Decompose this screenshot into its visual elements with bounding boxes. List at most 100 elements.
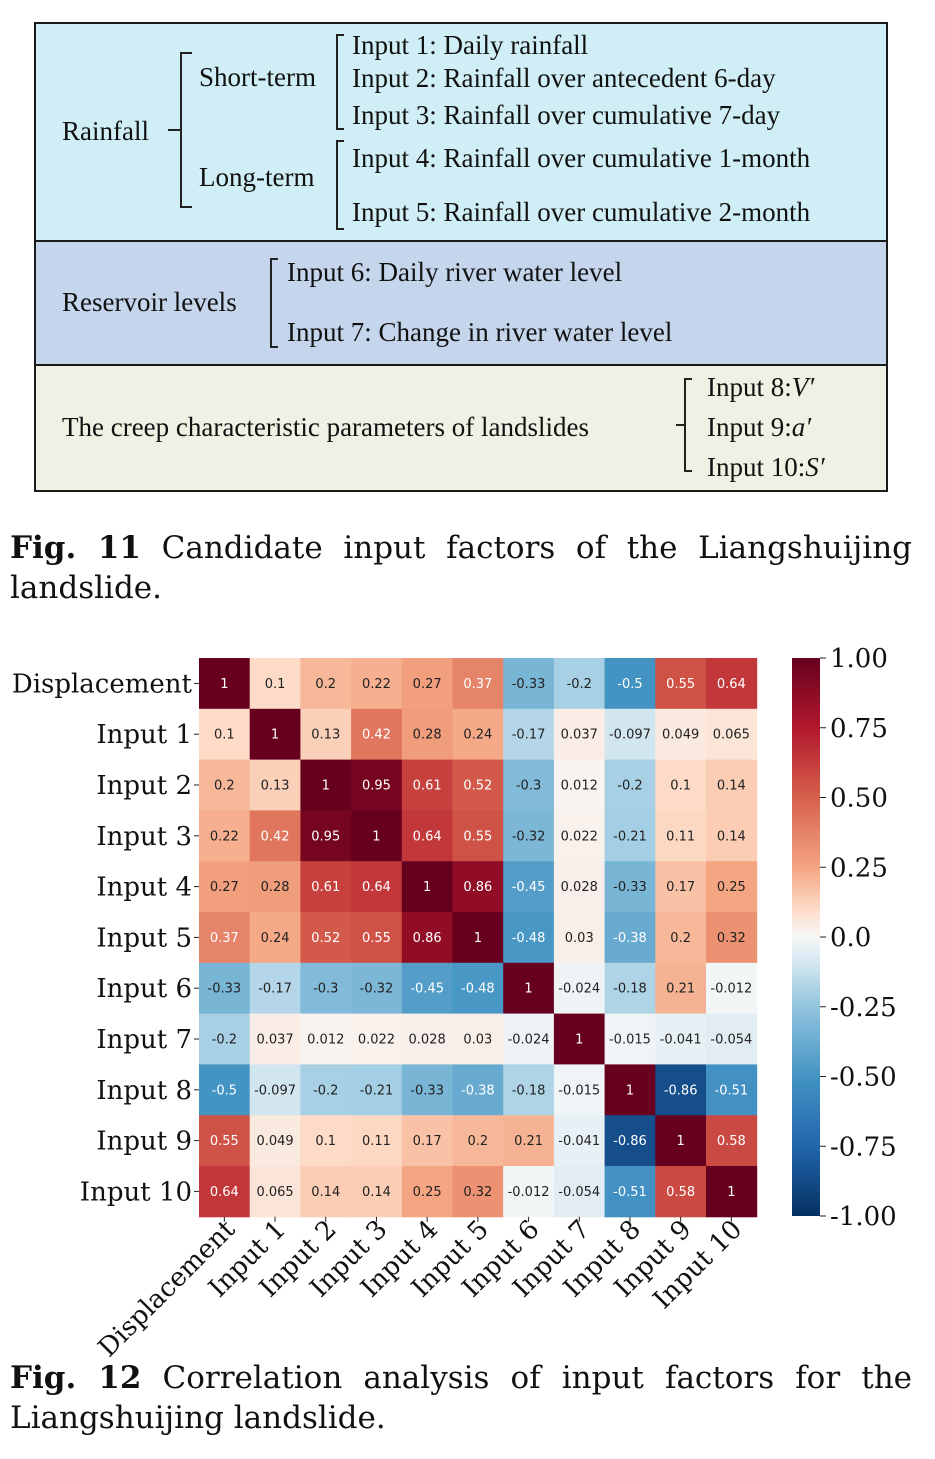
heatmap-cell bbox=[351, 1013, 403, 1065]
heatmap-cell-label: -0.17 bbox=[512, 728, 546, 743]
heatmap-cell-label: 0.17 bbox=[666, 880, 695, 895]
y-axis-label: Input 6 bbox=[96, 974, 192, 1004]
heatmap-cell-label: 0.037 bbox=[561, 728, 598, 743]
heatmap-cell-label: -0.041 bbox=[660, 1033, 702, 1048]
heatmap-cell-label: -0.012 bbox=[508, 1185, 550, 1200]
heatmap-cell bbox=[300, 810, 352, 862]
heatmap-cell-label: -0.097 bbox=[609, 728, 651, 743]
heatmap-cell bbox=[249, 708, 301, 761]
heatmap-cell-label: -0.024 bbox=[508, 1033, 550, 1048]
creep-label: The creep characteristic parameters of l… bbox=[62, 412, 589, 442]
heatmap-cell-label: 1 bbox=[271, 728, 279, 743]
heatmap-cell bbox=[401, 1013, 453, 1065]
heatmap-cell bbox=[401, 1115, 453, 1167]
heatmap-cell bbox=[655, 1013, 707, 1065]
heatmap-cell bbox=[452, 1115, 504, 1167]
heatmap-cell-label: 1 bbox=[727, 1185, 735, 1200]
heatmap-cell bbox=[300, 708, 352, 761]
figure-11-caption-label: Fig. 11 bbox=[10, 530, 141, 566]
heatmap-cell-label: 0.52 bbox=[311, 931, 340, 946]
heatmap-cell-label: -0.3 bbox=[313, 982, 338, 997]
y-axis-label: Input 2 bbox=[96, 771, 192, 801]
heatmap-cell bbox=[199, 658, 251, 710]
heatmap-cell bbox=[604, 708, 656, 761]
input-9-text: Input 9:a′ bbox=[707, 412, 812, 442]
heatmap-cell bbox=[199, 1115, 251, 1167]
heatmap-cell bbox=[249, 759, 301, 811]
heatmap-cell-label: 0.55 bbox=[666, 677, 695, 692]
heatmap-cell bbox=[351, 962, 403, 1015]
heatmap-cell bbox=[401, 1166, 453, 1218]
input-5-text: Input 5: Rainfall over cumulative 2-mont… bbox=[352, 197, 811, 227]
heatmap-cell bbox=[655, 810, 707, 862]
heatmap-cell-label: 0.86 bbox=[413, 931, 442, 946]
heatmap-cell bbox=[655, 1064, 707, 1116]
creep-brace bbox=[684, 378, 686, 472]
heatmap-cell bbox=[604, 861, 656, 913]
heatmap-cell-label: 1 bbox=[626, 1083, 634, 1098]
heatmap-cell-label: 0.1 bbox=[214, 728, 235, 743]
heatmap-cell-label: 0.21 bbox=[514, 1134, 543, 1149]
heatmap-cell bbox=[351, 1064, 403, 1116]
long-term-label: Long-term bbox=[199, 162, 315, 192]
heatmap-cell bbox=[655, 1115, 707, 1167]
heatmap-cell bbox=[706, 1166, 758, 1218]
heatmap-cell bbox=[249, 1013, 301, 1065]
heatmap-cell bbox=[553, 912, 606, 964]
heatmap-cell bbox=[553, 1013, 606, 1065]
heatmap-cell bbox=[300, 759, 352, 811]
heatmap-cell bbox=[655, 912, 707, 964]
heatmap-cell-label: -0.51 bbox=[613, 1185, 647, 1200]
heatmap-cell bbox=[553, 861, 606, 913]
heatmap-cell bbox=[655, 1166, 707, 1218]
heatmap-cell-label: 0.022 bbox=[561, 829, 598, 844]
heatmap-cell bbox=[249, 861, 301, 913]
heatmap-cell bbox=[300, 861, 352, 913]
heatmap-cell-label: -0.2 bbox=[212, 1033, 237, 1048]
heatmap-cell-label: 0.55 bbox=[210, 1134, 239, 1149]
heatmap-cell-label: 0.25 bbox=[717, 880, 746, 895]
heatmap-cell-label: 0.27 bbox=[413, 677, 442, 692]
heatmap-cell-label: -0.015 bbox=[609, 1033, 651, 1048]
input-6-text: Input 6: Daily river water level bbox=[287, 257, 623, 287]
heatmap-cell bbox=[452, 962, 504, 1015]
heatmap-cell-label: 0.028 bbox=[561, 880, 598, 895]
heatmap-cell-label: 0.52 bbox=[463, 779, 492, 794]
heatmap-cell-label: -0.33 bbox=[410, 1083, 444, 1098]
heatmap-cell-label: -0.054 bbox=[710, 1033, 752, 1048]
colorbar-tick-label: -0.50 bbox=[830, 1063, 897, 1093]
heatmap-cell bbox=[655, 759, 707, 811]
heatmap-cell bbox=[300, 1115, 352, 1167]
y-axis-label: Input 8 bbox=[96, 1076, 192, 1106]
heatmap-cell bbox=[553, 1166, 606, 1218]
heatmap-cell-label: -0.32 bbox=[360, 982, 394, 997]
heatmap-cell-label: 0.64 bbox=[210, 1185, 239, 1200]
heatmap-cell-label: 0.037 bbox=[256, 1033, 293, 1048]
heatmap-cell-label: -0.51 bbox=[715, 1083, 749, 1098]
heatmap-cell-label: 0.24 bbox=[463, 728, 492, 743]
heatmap-cell bbox=[706, 708, 758, 761]
heatmap-cell-label: -0.45 bbox=[410, 982, 444, 997]
colorbar-tick-label: -0.25 bbox=[830, 993, 897, 1023]
heatmap-cell bbox=[706, 810, 758, 862]
colorbar-tick-label: 0.50 bbox=[830, 784, 888, 814]
heatmap-cell bbox=[503, 1115, 555, 1167]
heatmap-cell-label: -0.024 bbox=[558, 982, 600, 997]
heatmap-cell bbox=[604, 962, 656, 1015]
short-term-label: Short-term bbox=[199, 62, 316, 92]
heatmap-cell-label: -0.2 bbox=[567, 677, 592, 692]
heatmap-cell-label: -0.18 bbox=[512, 1083, 546, 1098]
heatmap-cell bbox=[401, 708, 453, 761]
heatmap-cell-label: 0.012 bbox=[307, 1033, 344, 1048]
heatmap-cell bbox=[401, 1064, 453, 1116]
input-1-text: Input 1: Daily rainfall bbox=[352, 30, 589, 60]
heatmap-cell bbox=[604, 810, 656, 862]
heatmap-cell-label: -0.012 bbox=[710, 982, 752, 997]
heatmap-cell bbox=[199, 912, 251, 964]
heatmap-cell bbox=[351, 1166, 403, 1218]
heatmap-cell-label: 0.065 bbox=[713, 728, 750, 743]
heatmap-cell bbox=[452, 658, 504, 710]
heatmap-cell-label: 0.61 bbox=[413, 779, 442, 794]
heatmap-cell bbox=[706, 1115, 758, 1167]
heatmap-cell bbox=[503, 861, 555, 913]
